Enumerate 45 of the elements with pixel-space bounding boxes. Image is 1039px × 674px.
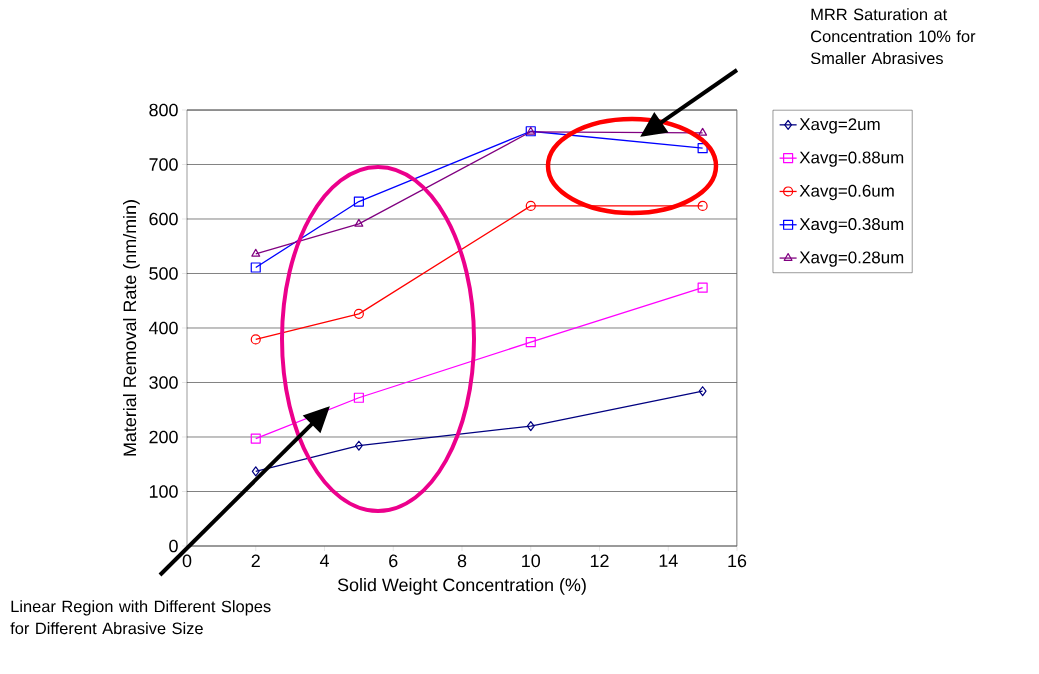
text: Linear Region with Different Slopes for Different Abrasive Size: [10, 600, 271, 635]
point: [697, 282, 708, 293]
x-tick-label: 14: [659, 554, 678, 567]
x-tick-label: 0: [182, 554, 192, 568]
x-tick-label: 16: [728, 554, 747, 568]
legend-label: Xavg=0.38um: [799, 218, 904, 234]
point: [250, 262, 261, 273]
y-tick-label: 800: [149, 103, 178, 117]
point: [251, 466, 260, 477]
y-axis-title: Material Removal Rate (nm/min): [123, 200, 140, 456]
y-tick-label: 500: [149, 267, 178, 280]
x-tick-label: 6: [389, 554, 398, 568]
point: [698, 386, 707, 397]
point: [353, 392, 364, 403]
y-tick-label: 400: [148, 321, 178, 335]
point: [250, 433, 261, 444]
point: [354, 218, 364, 227]
point: [353, 308, 364, 319]
point: [697, 143, 708, 154]
legend-label: Xavg=2um: [799, 118, 880, 134]
text: MRR Saturation at Concentration 10% for Smaller Abrasives: [810, 8, 976, 65]
point: [354, 440, 363, 451]
x-tick-label: 12: [590, 554, 609, 568]
y-tick-label: 100: [149, 485, 178, 498]
x-axis-title: Solid Weight Concentration (%): [337, 578, 586, 595]
y-tick-label: 700: [149, 158, 178, 171]
x-tick-label: 8: [457, 554, 467, 568]
legend-label: Xavg=0.28um: [799, 251, 904, 267]
point: [353, 196, 364, 207]
y-tick-label: 0: [169, 539, 178, 553]
point: [250, 334, 261, 345]
point: [525, 337, 536, 348]
x-tick-label: 2: [251, 554, 260, 568]
x-tick-label: 10: [522, 554, 541, 568]
legend-label: Xavg=0.88um: [799, 151, 904, 167]
point: [525, 200, 536, 211]
y-tick-label: 300: [149, 376, 178, 389]
legend-label: Xavg=0.6um: [799, 184, 894, 201]
y-tick-label: 600: [149, 212, 178, 226]
point: [251, 248, 261, 257]
point: [697, 200, 708, 211]
x-tick-label: 4: [319, 554, 329, 567]
y-tick-label: 200: [149, 430, 178, 444]
point: [526, 421, 535, 432]
point: [698, 127, 708, 136]
